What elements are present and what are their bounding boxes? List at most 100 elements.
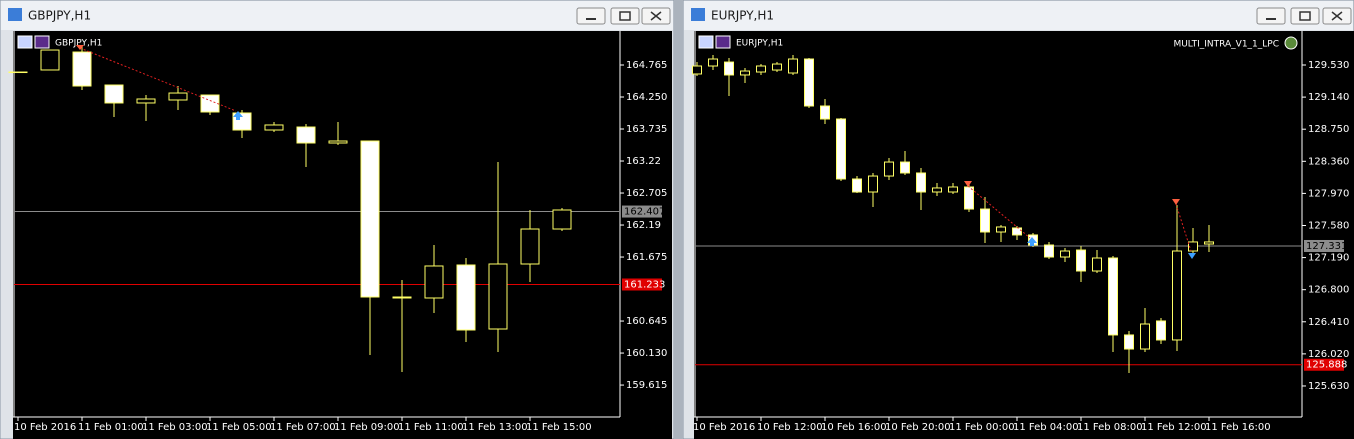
candle-body (328, 140, 348, 144)
y-tick-label: 128.360 (1308, 156, 1349, 167)
y-tick-label: 127.580 (1308, 220, 1349, 231)
x-tick-label: 11 Feb 03:00 (142, 422, 208, 433)
chart-icon (17, 35, 33, 49)
candle-body (1172, 250, 1182, 341)
x-tick-label: 11 Feb 13:00 (462, 422, 528, 433)
candle-body (1044, 244, 1054, 258)
buy-arrow (233, 111, 243, 120)
sell-arrow (964, 181, 972, 187)
y-tick-label: 162.19 (626, 220, 661, 231)
y-tick-label: 160.645 (626, 316, 667, 327)
candle-body (820, 105, 830, 120)
y-tick-label: 159.615 (626, 380, 667, 391)
candle-body (948, 186, 958, 193)
chart-icon (698, 35, 714, 49)
symbol-label: GBPJPY,H1 (55, 39, 102, 49)
sell-arrow (1172, 199, 1180, 205)
candle-body (488, 263, 508, 330)
x-tick-label: 10 Feb 2016 (14, 422, 76, 433)
candle-body (756, 65, 766, 73)
candle-body (552, 209, 572, 230)
candle-body (40, 49, 60, 71)
x-tick-label: 11 Feb 12:00 (1141, 422, 1207, 433)
chart-background (694, 31, 1354, 439)
x-tick-label: 11 Feb 01:00 (78, 422, 144, 433)
maximize-button[interactable] (1290, 7, 1320, 25)
x-tick-label: 10 Feb 20:00 (885, 422, 951, 433)
buy-arrow (1188, 253, 1196, 259)
title-bar (684, 1, 1353, 30)
candle-body (1092, 257, 1102, 272)
x-tick-label: 11 Feb 11:00 (398, 422, 464, 433)
window-buttons[interactable] (1256, 7, 1352, 25)
signal-line (79, 47, 237, 112)
candle-body (360, 140, 380, 298)
y-tick-label: 164.250 (626, 92, 667, 103)
window-title: GBPJPY,H1 (28, 9, 91, 23)
candle-body (1012, 227, 1022, 236)
signal-line (967, 185, 1031, 239)
x-tick-label: 10 Feb 16:00 (821, 422, 887, 433)
candle-body (1156, 320, 1166, 341)
candle-body (868, 175, 878, 193)
y-tick-label: 164.765 (626, 60, 667, 71)
window-icon (8, 8, 22, 21)
y-tick-label: 126.020 (1308, 349, 1349, 360)
x-tick-label: 11 Feb 09:00 (334, 422, 400, 433)
close-icon (650, 11, 662, 21)
y-tick-label: 126.410 (1308, 317, 1349, 328)
close-icon (1331, 11, 1343, 21)
window-title: EURJPY,H1 (711, 9, 774, 23)
candle-body (1060, 250, 1070, 258)
price-label-box (622, 278, 662, 291)
candle-body (456, 264, 476, 331)
signals (964, 181, 1196, 259)
y-tick-label: 128.750 (1308, 124, 1349, 135)
candle-body (1108, 257, 1118, 336)
candle-body (264, 124, 284, 131)
window-buttons[interactable] (576, 7, 671, 25)
y-tick-label: 129.530 (1308, 60, 1349, 71)
y-tick-label: 127.970 (1308, 188, 1349, 199)
candle-body (900, 161, 910, 174)
title-bar (1, 1, 673, 30)
price-label-box (1304, 239, 1344, 252)
chart-icon (715, 35, 731, 49)
y-tick-label: 127.190 (1308, 253, 1349, 264)
buy-arrow (1027, 237, 1037, 246)
candle-body (520, 228, 540, 265)
candle-body (1188, 241, 1198, 252)
signal-line (1175, 203, 1192, 252)
candle-body (740, 70, 750, 76)
maximize-icon (619, 11, 631, 21)
minimize-button[interactable] (1256, 7, 1286, 25)
candle-body (1124, 334, 1134, 350)
price-label: 161.233 (624, 280, 665, 291)
candle-body (852, 178, 862, 193)
minimize-button[interactable] (576, 7, 606, 25)
y-tick-label: 126.800 (1308, 285, 1349, 296)
y-tick-label: 163.735 (626, 124, 667, 135)
candle-body (996, 226, 1006, 233)
maximize-button[interactable] (610, 7, 640, 25)
chart-icon (34, 35, 50, 49)
candle-body (836, 118, 846, 180)
x-tick-label: 11 Feb 08:00 (1077, 422, 1143, 433)
maximize-icon (1299, 11, 1311, 21)
candle-body (136, 98, 156, 104)
y-tick-label: 161.675 (626, 252, 667, 263)
candle-body (424, 265, 444, 299)
y-tick-label: 125.630 (1308, 381, 1349, 392)
candle-body (72, 51, 92, 87)
candle-body (884, 161, 894, 177)
x-tick-label: 11 Feb 07:00 (270, 422, 336, 433)
candle-body (104, 84, 124, 104)
signals (76, 45, 243, 120)
x-tick-label: 10 Feb 2016 (693, 422, 755, 433)
price-label-box (622, 205, 662, 218)
candle-body (708, 58, 718, 67)
candle-body (932, 187, 942, 193)
x-tick-label: 11 Feb 05:00 (206, 422, 272, 433)
candle-body (392, 296, 412, 299)
candle-body (8, 71, 28, 74)
